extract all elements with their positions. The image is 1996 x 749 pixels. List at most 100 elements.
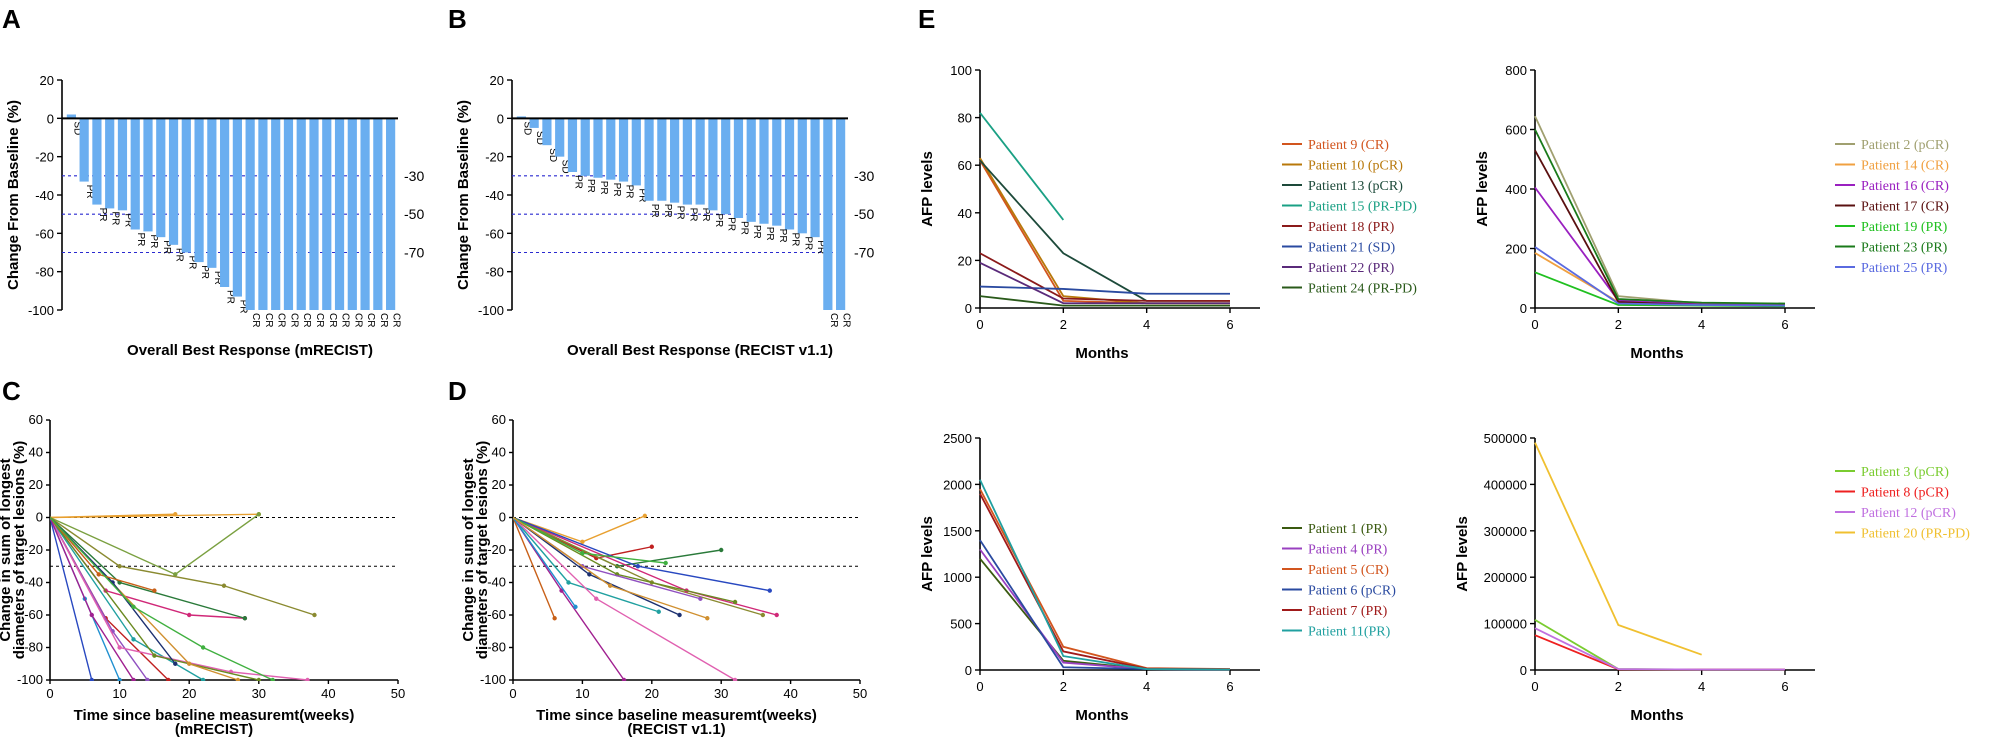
bar [347, 118, 357, 310]
data-point [131, 604, 136, 610]
data-point [552, 616, 557, 621]
y-tick-label: 200 [1505, 242, 1527, 257]
bar-label: PR [764, 227, 775, 241]
bar-label: CR [340, 313, 351, 327]
x-tick-label: 4 [1143, 317, 1150, 332]
bar-label: PR [713, 213, 724, 227]
legend-entry: Patient 4 (PR) [1308, 543, 1388, 558]
data-point [698, 596, 703, 601]
legend-entry: Patient 5 (CR) [1308, 563, 1389, 578]
bar-label: PR [237, 300, 248, 314]
series-line [1534, 129, 1786, 305]
series-line [513, 516, 722, 567]
bar [181, 118, 191, 253]
series-line [1534, 252, 1786, 307]
legend-entry: Patient 1 (PR) [1308, 522, 1388, 537]
data-point [131, 637, 136, 642]
bar [143, 118, 153, 232]
bar-label: PR [700, 208, 711, 222]
y-tick-label: 20 [492, 477, 506, 492]
series-line [979, 112, 1065, 221]
series-line [1534, 149, 1786, 307]
data-point [705, 616, 710, 621]
y-tick-label: 20 [958, 253, 972, 268]
data-point [242, 616, 248, 621]
y-tick-label: 0 [497, 111, 504, 126]
panel-label-a: A [2, 4, 21, 34]
bar [657, 118, 667, 201]
x-axis-title: Months [1630, 345, 1683, 362]
y-tick-label: 0 [965, 663, 972, 678]
data-point [635, 564, 641, 569]
bar-label: PR [122, 213, 133, 227]
data-point [270, 677, 275, 681]
y-axis-title-line1: Change in sum of longest [460, 458, 477, 641]
x-tick-label: 40 [321, 686, 335, 701]
bar-label: CR [828, 313, 839, 327]
y-axis-title: AFP levels [1454, 516, 1471, 592]
y-tick-label: -60 [24, 607, 43, 622]
bar [79, 118, 89, 182]
bar-label: CR [276, 313, 287, 327]
data-point [117, 645, 122, 650]
y-axis-title-line2: diameters of target lesions (%) [11, 441, 28, 659]
data-point [677, 612, 682, 618]
y-axis-title: AFP levels [1474, 151, 1491, 227]
y-tick-label: 800 [1505, 63, 1527, 78]
data-point [221, 583, 227, 588]
series-line [979, 252, 1230, 302]
y-tick-label: 0 [47, 111, 54, 126]
reference-label: -30 [854, 168, 874, 184]
data-point [173, 572, 178, 577]
bar-label: PR [135, 233, 146, 247]
data-point [131, 677, 136, 681]
series-line [50, 516, 315, 616]
data-point [732, 599, 738, 605]
bar [759, 118, 769, 224]
reference-label: -50 [854, 206, 874, 222]
series-line [1534, 619, 1785, 671]
y-tick-label: 2000 [943, 477, 972, 492]
bar [283, 118, 294, 310]
x-tick-label: 50 [853, 686, 867, 701]
y-axis-title-line1: Change in sum of longest [0, 458, 14, 641]
series-line [979, 479, 1231, 671]
legend-entry: Patient 13 (pCR) [1308, 179, 1403, 194]
bar-label: PR [84, 185, 95, 199]
bar [207, 118, 217, 268]
bar-label: PR [212, 271, 223, 285]
bar [823, 118, 833, 310]
legend-entry: Patient 24 (PR-PD) [1308, 282, 1417, 297]
y-tick-label: 200000 [1484, 570, 1527, 585]
y-tick-label: 300000 [1484, 524, 1527, 539]
series-line [979, 488, 1231, 670]
x-tick-label: 0 [1531, 317, 1538, 332]
bar-label: CR [391, 313, 402, 327]
bar [386, 118, 396, 310]
x-tick-label: 2 [1060, 679, 1067, 694]
y-tick-label: 60 [958, 158, 972, 173]
series-line [979, 548, 1231, 671]
y-tick-label: 400 [1505, 182, 1527, 197]
x-tick-label: 50 [391, 686, 405, 701]
legend-entry: Patient 22 (PR) [1308, 261, 1395, 276]
data-point [117, 564, 122, 569]
data-point [656, 609, 661, 614]
bar [606, 118, 616, 180]
bar-label: PR [598, 181, 609, 195]
series-line [50, 513, 260, 576]
bar-label: PR [148, 234, 159, 248]
bar-label: PR [186, 256, 197, 270]
bar [373, 118, 383, 310]
series-line [513, 517, 556, 619]
y-tick-label: -100 [480, 672, 506, 687]
legend-entry: Patient 8 (pCR) [1861, 486, 1949, 501]
y-tick-label: -100 [17, 672, 43, 687]
series-line [50, 517, 245, 619]
y-tick-label: 0 [1520, 301, 1527, 316]
bar-label: PR [624, 185, 635, 199]
x-tick-label: 0 [976, 317, 983, 332]
y-tick-label: 40 [958, 206, 972, 221]
data-point [587, 572, 592, 577]
bar-label: PR [225, 290, 236, 304]
